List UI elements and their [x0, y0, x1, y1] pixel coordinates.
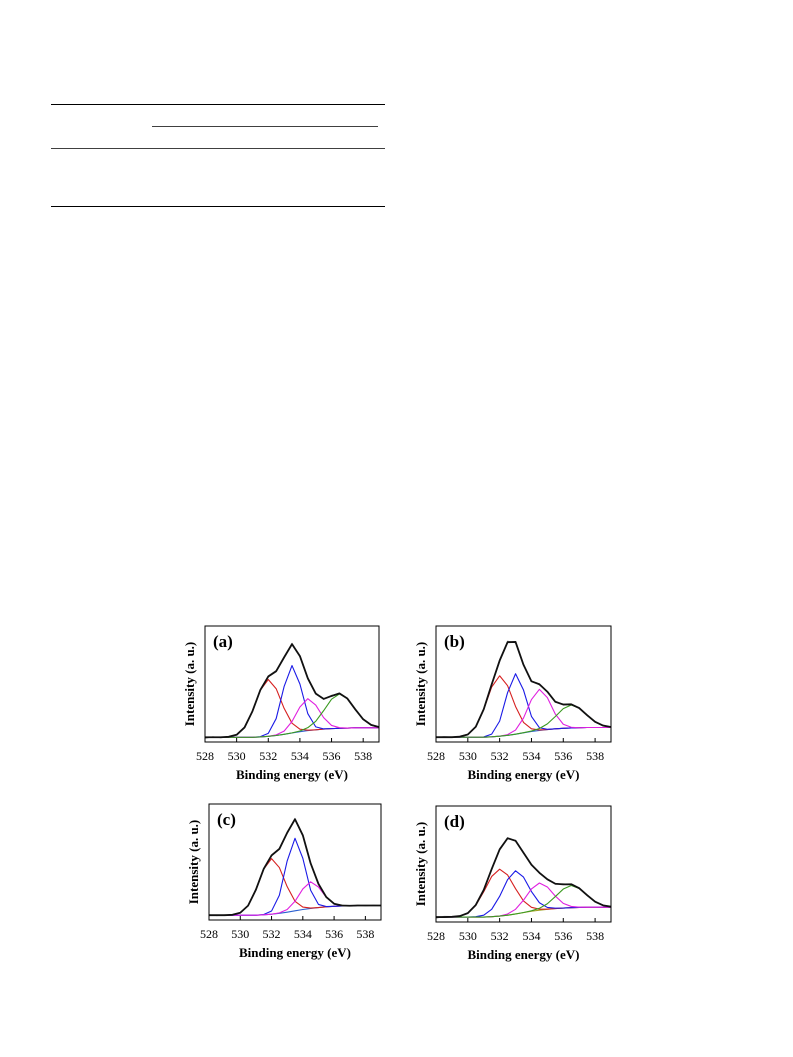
table-rules [51, 104, 385, 207]
plot-area [205, 642, 379, 739]
y-axis-label: Intensity (a. u.) [413, 642, 428, 727]
x-tick-label: 538 [586, 929, 604, 943]
xps-panel: 528 530 532 534 536 538 (b) Binding energy (eV)… [413, 625, 612, 782]
plot-frame [204, 625, 380, 743]
plot-area [436, 837, 611, 919]
x-axis-label: Binding energy (eV) [468, 947, 580, 962]
x-tick-label: 536 [325, 927, 343, 941]
spectrum-curve [436, 837, 611, 918]
x-tick-label: 538 [356, 927, 374, 941]
x-axis-label: Binding energy (eV) [239, 945, 351, 960]
x-tick-label: 534 [294, 927, 312, 941]
x-tick-label: 536 [554, 749, 572, 763]
y-axis-label: Intensity (a. u.) [186, 820, 201, 905]
plot-area [209, 817, 381, 917]
x-tick-label: 528 [427, 749, 445, 763]
plot-area [436, 640, 611, 739]
plot-frame [208, 803, 382, 921]
x-tick-label: 538 [354, 749, 372, 763]
spectrum-curve [209, 818, 381, 917]
x-tick-label: 536 [323, 749, 341, 763]
x-tick-label: 534 [291, 749, 309, 763]
xps-panel: 528 530 532 534 536 538 (d) Binding energy (eV)… [413, 805, 612, 962]
xps-panel: 528 530 532 534 536 538 (a) Binding energy (eV)… [182, 625, 380, 782]
plot-frame [435, 805, 612, 923]
xps-panel: 528 530 532 534 536 538 (c) Binding energy (eV)… [186, 803, 382, 960]
panel-label: (a) [213, 632, 233, 651]
y-axis-label: Intensity (a. u.) [182, 642, 197, 727]
panel-label: (d) [444, 812, 465, 831]
x-tick-label: 534 [522, 749, 540, 763]
x-tick-label: 530 [228, 749, 246, 763]
x-tick-label: 538 [586, 749, 604, 763]
x-tick-label: 532 [259, 749, 277, 763]
x-tick-label: 532 [491, 929, 509, 943]
plot-frame [435, 625, 612, 743]
x-tick-label: 532 [491, 749, 509, 763]
panel-label: (b) [444, 632, 465, 651]
x-axis-label: Binding energy (eV) [468, 767, 580, 782]
x-tick-label: 528 [427, 929, 445, 943]
x-tick-label: 530 [459, 749, 477, 763]
x-axis-label: Binding energy (eV) [236, 767, 348, 782]
spectrum-curve [436, 641, 611, 739]
x-tick-label: 536 [554, 929, 572, 943]
x-tick-label: 530 [231, 927, 249, 941]
x-tick-label: 532 [263, 927, 281, 941]
panel-label: (c) [217, 810, 236, 829]
x-tick-label: 528 [200, 927, 218, 941]
x-tick-label: 534 [522, 929, 540, 943]
x-tick-label: 530 [459, 929, 477, 943]
y-axis-label: Intensity (a. u.) [413, 822, 428, 907]
spectrum-curve [205, 643, 379, 739]
x-tick-label: 528 [196, 749, 214, 763]
